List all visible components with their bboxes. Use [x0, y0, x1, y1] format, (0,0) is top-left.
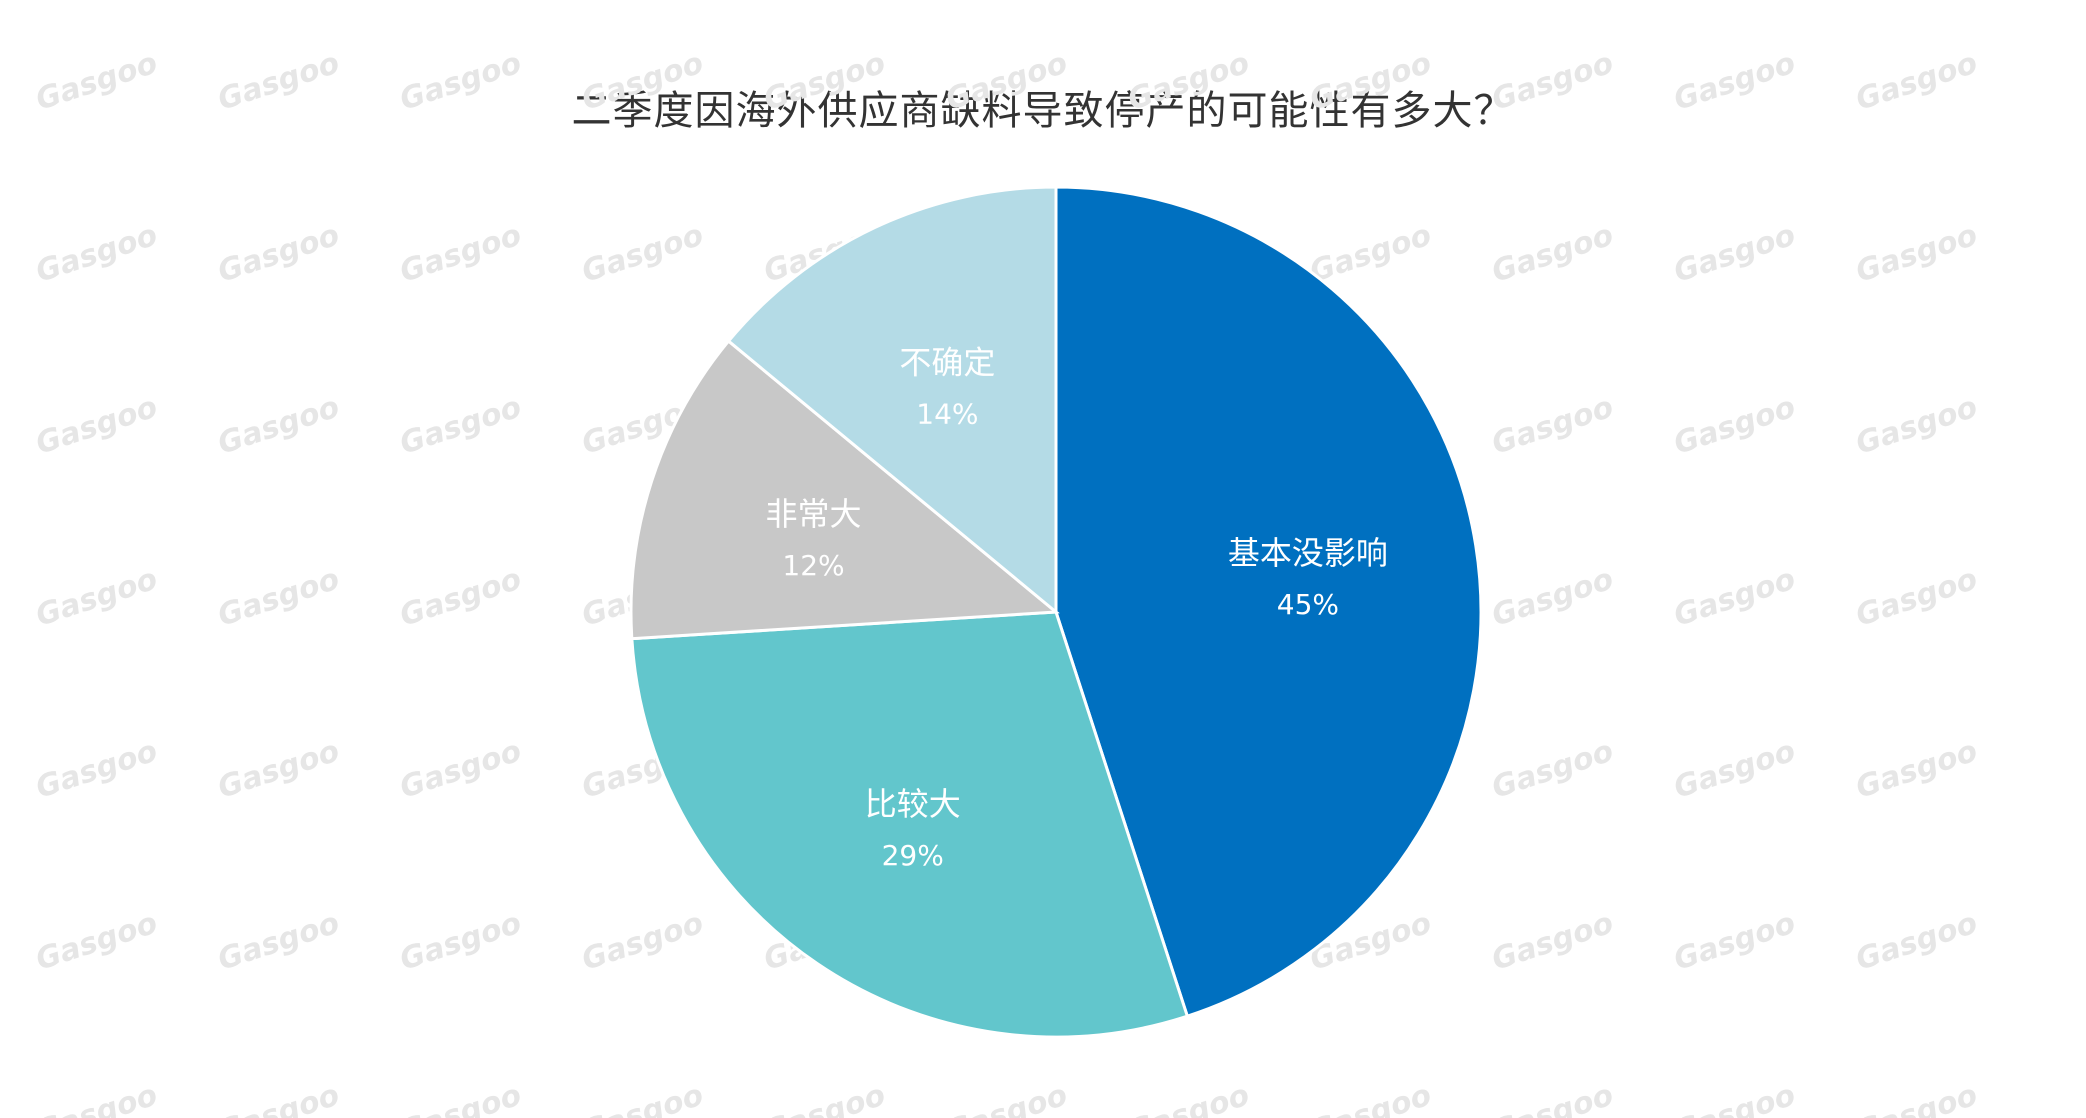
slice-label: 非常大 — [765, 495, 861, 533]
watermark-mark: Gasgoo — [1670, 390, 1800, 462]
watermark-mark: Gasgoo — [1670, 218, 1800, 290]
watermark-mark: Gasgoo — [1488, 906, 1618, 978]
watermark-mark: Gasgoo — [1670, 734, 1800, 806]
watermark-mark: Gasgoo — [214, 218, 344, 290]
slice-label: 不确定 — [899, 343, 995, 381]
watermark-mark: Gasgoo — [1852, 734, 1982, 806]
watermark-mark: Gasgoo — [1124, 46, 1254, 118]
watermark-mark: Gasgoo — [578, 1078, 708, 1118]
watermark-mark: Gasgoo — [32, 46, 162, 118]
watermark-mark: Gasgoo — [396, 390, 526, 462]
pie-labels: 基本没影响 45% 比较大 29% 非常大 12% 不确定 14% — [765, 343, 1387, 872]
watermark-mark: Gasgoo — [1852, 906, 1982, 978]
watermark-mark: Gasgoo — [1306, 1078, 1436, 1118]
watermark-mark: Gasgoo — [1852, 562, 1982, 634]
slice-percent-label: 29% — [882, 839, 944, 872]
watermark-mark: Gasgoo — [1670, 1078, 1800, 1118]
watermark-mark: Gasgoo — [942, 1078, 1072, 1118]
watermark-mark: Gasgoo — [32, 1078, 162, 1118]
slice-percent-label: 14% — [916, 397, 978, 430]
pie-slice — [1054, 185, 1483, 1019]
watermark-mark: Gasgoo — [32, 734, 162, 806]
watermark-mark: Gasgoo — [1488, 46, 1618, 118]
watermark-mark: Gasgoo — [1852, 1078, 1982, 1118]
watermark-mark: Gasgoo — [396, 562, 526, 634]
watermark-mark: Gasgoo — [1488, 218, 1618, 290]
watermark-mark: Gasgoo — [396, 906, 526, 978]
watermark-mark: Gasgoo — [1488, 562, 1618, 634]
watermark-mark: Gasgoo — [214, 390, 344, 462]
pie-slice — [630, 610, 1190, 1039]
watermark-mark: Gasgoo — [396, 46, 526, 118]
watermark-mark: Gasgoo — [214, 1078, 344, 1118]
watermark-mark: Gasgoo — [760, 1078, 890, 1118]
watermark-mark: Gasgoo — [1488, 734, 1618, 806]
watermark-mark: Gasgoo — [32, 562, 162, 634]
slice-label: 比较大 — [865, 785, 961, 823]
pie-slice — [726, 185, 1058, 616]
watermark-mark: Gasgoo — [396, 1078, 526, 1118]
watermark-mark: Gasgoo — [1124, 1078, 1254, 1118]
watermark-mark: Gasgoo — [1488, 1078, 1618, 1118]
watermark-mark: Gasgoo — [1670, 46, 1800, 118]
watermark-mark: Gasgoo — [1670, 562, 1800, 634]
watermark-mark: Gasgoo — [1852, 46, 1982, 118]
pie-slice — [629, 338, 1060, 641]
slice-percent-label: 45% — [1277, 588, 1339, 621]
watermark-mark: Gasgoo — [760, 46, 890, 118]
watermark-mark: Gasgoo — [942, 46, 1072, 118]
watermark-mark: Gasgoo — [578, 906, 708, 978]
watermark-mark: Gasgoo — [1852, 218, 1982, 290]
watermark-mark: Gasgoo — [1306, 218, 1436, 290]
slice-label: 基本没影响 — [1228, 534, 1388, 572]
watermark-mark: Gasgoo — [1306, 46, 1436, 118]
watermark-mark: Gasgoo — [214, 734, 344, 806]
watermark-mark: Gasgoo — [214, 562, 344, 634]
watermark-mark: Gasgoo — [578, 218, 708, 290]
watermark-mark: Gasgoo — [214, 906, 344, 978]
watermark-mark: Gasgoo — [396, 734, 526, 806]
watermark-mark: Gasgoo — [396, 218, 526, 290]
watermark-mark: Gasgoo — [32, 218, 162, 290]
watermark-mark: Gasgoo — [578, 46, 708, 118]
slice-percent-label: 12% — [782, 549, 844, 582]
watermark-mark: Gasgoo — [32, 390, 162, 462]
watermark-mark: Gasgoo — [1488, 390, 1618, 462]
chart-title: 二季度因海外供应商缺料导致停产的可能性有多大？ — [571, 88, 1515, 134]
watermark-mark: Gasgoo — [1852, 390, 1982, 462]
watermark-mark: Gasgoo — [214, 46, 344, 118]
watermark-mark: Gasgoo — [1670, 906, 1800, 978]
pie-slices — [629, 185, 1483, 1039]
watermark-mark: Gasgoo — [32, 906, 162, 978]
